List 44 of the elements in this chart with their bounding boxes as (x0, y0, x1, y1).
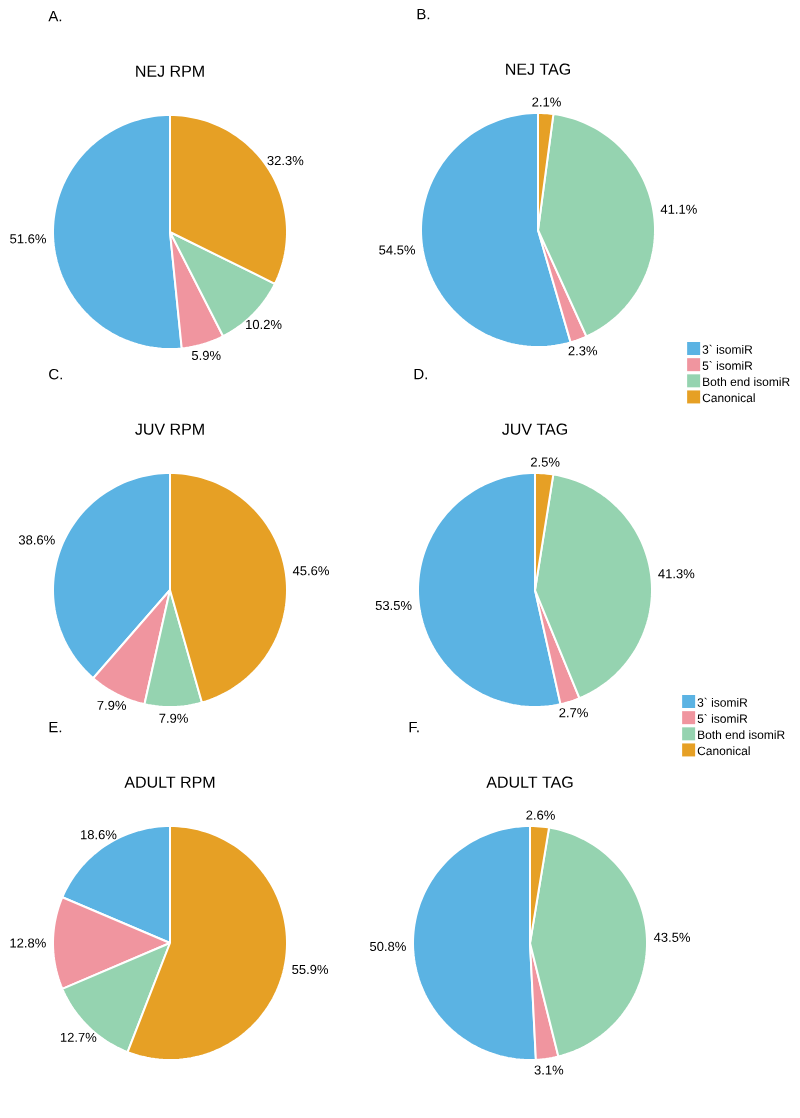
data-label: 2.1% (532, 97, 561, 107)
data-label: 38.6% (18, 535, 55, 545)
text: E. (49, 721, 62, 733)
text: D. (414, 368, 427, 380)
data-label: 12.7% (60, 1032, 97, 1042)
text: F. (409, 721, 419, 733)
text: B. (417, 8, 430, 20)
data-label: 2.6% (526, 810, 555, 820)
chart-title: ADULT RPM (124, 776, 215, 788)
data-label: 7.9% (159, 713, 188, 723)
text: C. (49, 368, 62, 380)
data-label: 54.5% (379, 245, 416, 255)
data-label: 2.7% (559, 708, 588, 718)
legend-label: 5` isomiR (697, 714, 748, 723)
data-label: 18.6% (81, 830, 117, 840)
legend-label: Canonical (697, 746, 750, 756)
data-label: 3.1% (534, 1065, 564, 1075)
data-label: 2.3% (568, 346, 598, 356)
data-label: 2.5% (530, 457, 560, 467)
data-label: 41.1% (660, 204, 697, 214)
legend-label: 3` isomiR (697, 697, 748, 707)
data-label: 50.8% (369, 941, 406, 952)
data-label: 55.9% (292, 964, 329, 975)
data-label: 32.3% (267, 155, 304, 166)
text: ADULT TAG (486, 776, 573, 788)
chart-title: JUV RPM (135, 423, 204, 435)
legend-label: 3` isomiR (702, 344, 753, 354)
data-label: 5.9% (191, 350, 221, 361)
chart-title: NEJ TAG (506, 63, 570, 75)
legend-label: Both end isomiR (703, 377, 790, 387)
data-label: 45.6% (292, 566, 329, 576)
text: JUV TAG (502, 423, 567, 435)
data-label: 41.3% (658, 569, 695, 579)
data-label: 10.2% (246, 319, 282, 330)
legend-label: 5` isomiR (702, 361, 753, 370)
legend-label: Canonical (702, 393, 755, 403)
data-label: 12.8% (10, 938, 46, 948)
data-label: 53.5% (375, 600, 412, 611)
legend-label: Both end isomiR (698, 730, 785, 740)
chart-title: NEJ RPM (136, 65, 204, 77)
data-label: 7.9% (97, 700, 127, 710)
data-label: 51.6% (10, 234, 46, 244)
data-label: 43.5% (653, 932, 691, 942)
text: A. (48, 10, 62, 22)
